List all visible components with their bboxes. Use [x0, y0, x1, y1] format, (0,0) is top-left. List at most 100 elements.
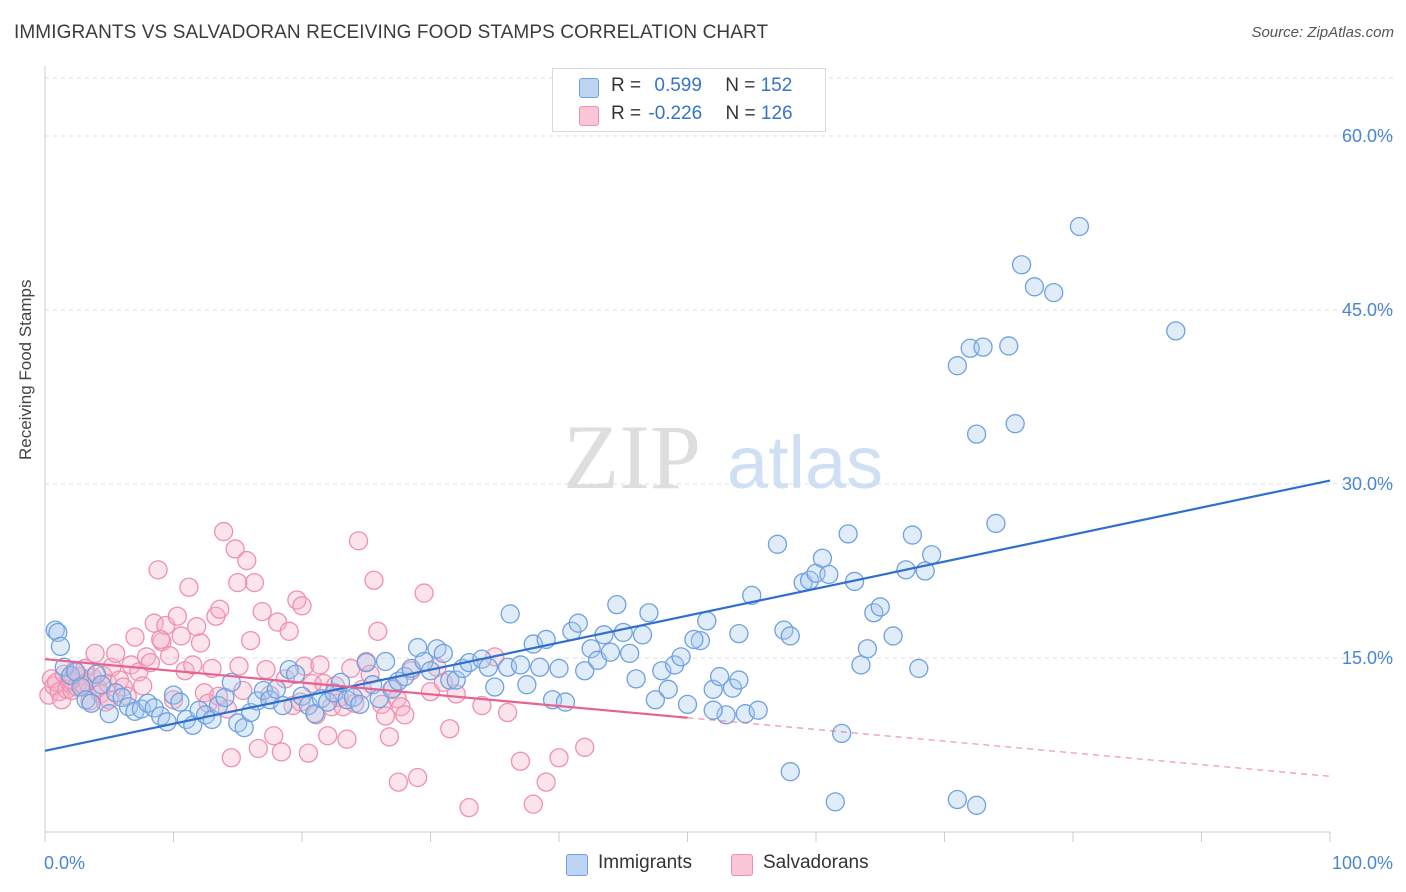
salvadorans-point	[85, 643, 105, 664]
immigrants-point	[703, 700, 723, 720]
immigrants-point	[966, 424, 987, 444]
immigrants-point	[812, 548, 833, 568]
legend-stats-salvadorans: R = -0.226 N = 126	[611, 103, 793, 124]
immigrants-point	[690, 630, 710, 651]
immigrants-point	[50, 636, 71, 657]
trend-lines	[44, 479, 1331, 777]
immigrants-point	[555, 692, 576, 712]
immigrants-point	[1044, 282, 1064, 303]
salvadorans-point	[395, 705, 415, 725]
immigrants-point	[266, 679, 286, 699]
immigrants-point	[1069, 216, 1090, 237]
immigrants-point	[607, 594, 627, 615]
immigrants-point	[729, 670, 749, 690]
x-tick-label-min: 0.0%	[44, 853, 85, 873]
immigrants-point	[922, 545, 942, 565]
legend-swatch-salvadorans	[579, 106, 599, 126]
tick-labels: 15.0% 30.0% 45.0% 60.0% 0.0% 100.0%	[44, 126, 1393, 873]
salvadorans-point	[368, 621, 388, 641]
salvadorans-point	[159, 646, 180, 666]
immigrants-point	[973, 337, 993, 357]
immigrants-point	[684, 629, 704, 650]
immigrants-point	[1166, 321, 1186, 341]
immigrants-point	[748, 700, 768, 720]
immigrants-point	[356, 652, 376, 673]
salvadorans-point	[221, 748, 241, 768]
immigrants-point	[530, 657, 550, 677]
legend-row-immigrants: R = 0.599 N = 152	[553, 75, 823, 99]
legend-stats-immigrants: R = 0.599 N = 152	[611, 75, 793, 96]
immigrants-point	[1005, 414, 1025, 434]
salvadorans-point	[440, 719, 460, 739]
immigrants-point	[658, 679, 678, 699]
immigrants-point	[81, 693, 101, 713]
salvadorans-point	[183, 655, 203, 675]
immigrants-point	[440, 670, 460, 690]
salvadorans-point	[472, 695, 492, 716]
immigrants-point	[632, 625, 653, 645]
salvadorans-point	[225, 539, 245, 559]
immigrants-point	[986, 513, 1006, 534]
salvadorans-point	[388, 772, 409, 792]
salvadorans-point	[292, 596, 312, 616]
bottom-legend-salvadorans[interactable]: Salvadorans	[731, 852, 881, 876]
immigrants-point	[581, 639, 601, 659]
immigrants-point	[517, 675, 537, 695]
trend-line-immigrants	[44, 479, 1331, 752]
salvadorans-point	[144, 613, 164, 633]
immigrants-point	[819, 564, 839, 585]
legend-swatch-immigrants	[579, 78, 599, 98]
immigrants-point	[645, 690, 666, 710]
salvadorans-point	[497, 702, 518, 723]
immigrants-point	[485, 677, 505, 697]
trend-line-salvadorans	[44, 658, 688, 719]
salvadorans-point	[148, 560, 168, 580]
immigrants-point	[639, 603, 659, 623]
y-tick-label-2: 45.0%	[1342, 300, 1393, 320]
salvadorans-point	[337, 729, 357, 749]
immigrants-point	[902, 525, 923, 545]
salvadorans-point	[549, 748, 569, 768]
immigrants-point	[883, 626, 903, 646]
salvadorans-point	[213, 521, 234, 542]
immigrants-point	[285, 664, 306, 684]
salvadorans-point	[536, 772, 556, 792]
immigrants-point	[478, 657, 498, 677]
y-tick-label-1: 30.0%	[1342, 474, 1393, 494]
immigrants-point	[909, 658, 929, 679]
immigrants-point	[947, 356, 967, 376]
salvadorans-point	[407, 767, 428, 788]
immigrants-point	[221, 672, 241, 693]
salvadorans-point	[190, 633, 211, 653]
immigrants-point	[549, 658, 569, 679]
y-tick-label-0: 15.0%	[1342, 648, 1393, 668]
salvadorans-point	[375, 706, 396, 726]
immigrants-label: Immigrants	[598, 852, 692, 873]
immigrants-point	[832, 723, 852, 744]
bottom-legend-immigrants[interactable]: Immigrants	[566, 852, 706, 876]
immigrants-point	[350, 694, 370, 715]
salvadorans-point	[523, 794, 543, 814]
immigrants-point	[671, 647, 691, 667]
immigrants-point	[709, 666, 730, 687]
immigrants-points	[45, 216, 1186, 815]
immigrants-point	[71, 677, 91, 697]
watermark: ZIP atlas	[563, 406, 883, 508]
salvadorans-point	[228, 572, 248, 593]
salvadorans-label: Salvadorans	[763, 852, 869, 873]
salvadorans-point	[310, 655, 330, 675]
immigrants-point	[170, 692, 190, 712]
salvadorans-point	[287, 590, 307, 610]
axes	[44, 66, 1331, 842]
salvadorans-point	[264, 726, 284, 746]
correlation-legend: R = 0.599 N = 152 R = -0.226 N = 126	[552, 68, 826, 132]
immigrants-point	[500, 604, 520, 624]
watermark-atlas: atlas	[727, 421, 883, 504]
salvadorans-point	[167, 606, 188, 626]
salvadorans-point	[229, 656, 249, 676]
immigrants-point	[966, 795, 987, 815]
immigrants-point	[857, 639, 878, 659]
salvadorans-point	[210, 599, 230, 619]
immigrants-point	[613, 622, 633, 643]
